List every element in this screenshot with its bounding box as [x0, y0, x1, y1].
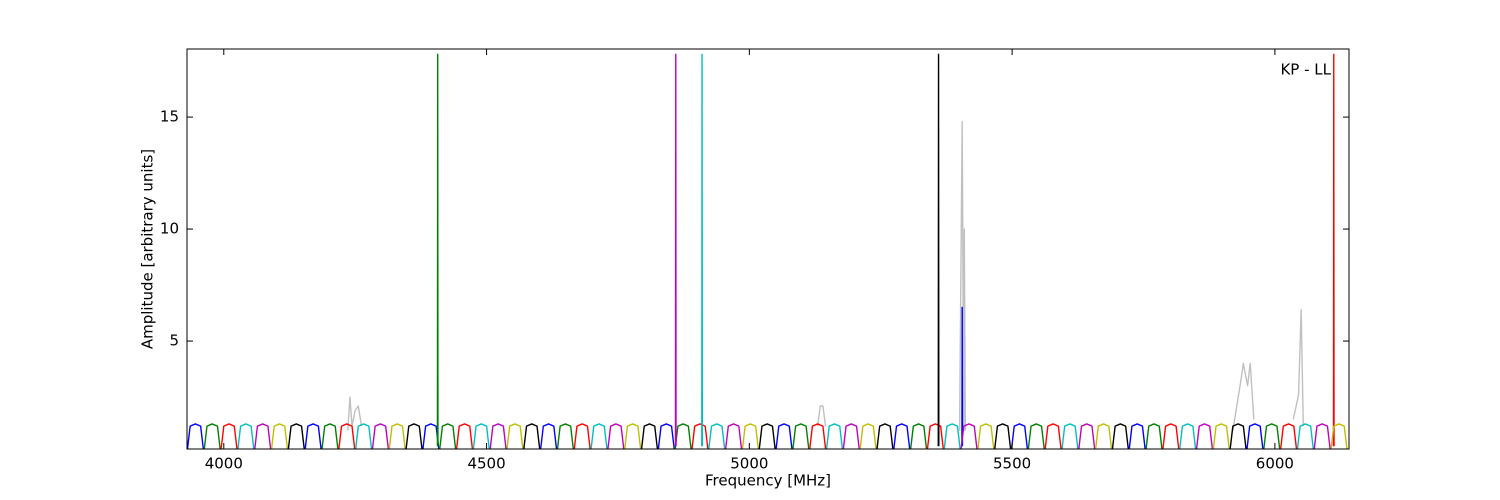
plot-frame — [186, 48, 1350, 450]
annotation: KP - LL — [1280, 61, 1331, 79]
series-line — [287, 53, 1247, 449]
series-line — [220, 53, 1335, 449]
series-line — [347, 120, 1304, 432]
x-tick-label: 5000 — [730, 455, 768, 473]
x-axis-label: Frequency [MHz] — [705, 472, 831, 490]
series-line — [203, 53, 1281, 449]
x-tick-label: 6000 — [1256, 455, 1294, 473]
series-line — [187, 306, 1264, 449]
x-tick-label: 5500 — [993, 455, 1031, 473]
series-line — [254, 53, 1331, 449]
y-tick-label: 15 — [160, 108, 179, 126]
series-line — [237, 53, 1314, 449]
series-line — [270, 423, 1348, 449]
plot-lines — [187, 53, 1348, 449]
y-tick-label: 5 — [169, 332, 179, 350]
y-axis-label: Amplitude [arbitrary units] — [139, 149, 157, 349]
x-tick-label: 4500 — [467, 455, 505, 473]
y-tick-label: 10 — [160, 220, 179, 238]
x-tick-label: 4000 — [205, 455, 243, 473]
